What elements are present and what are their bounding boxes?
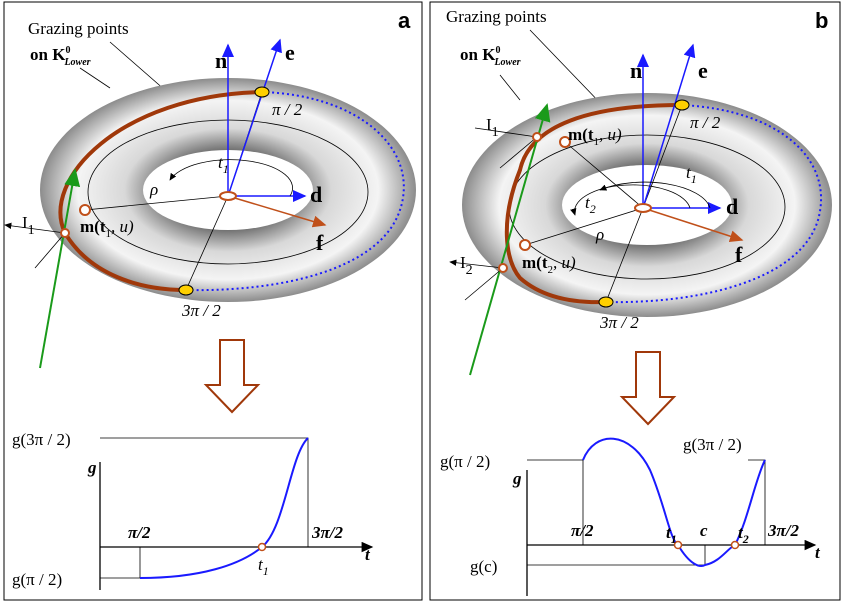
x-label: c [700,521,708,540]
vector-label: n [630,58,642,83]
grazing-point [675,100,689,110]
vector-label: f [316,230,324,255]
t-label: t1 [666,523,677,546]
root-point [259,544,266,551]
angle-label: π / 2 [690,113,721,132]
figure: a Grazing points on K0Lower n e d f ρ t1… [0,0,843,603]
vector-label: e [285,40,295,65]
m-point [520,240,530,250]
normal-arrows [5,225,65,268]
m-point [80,205,90,215]
y-label: g(3π / 2) [683,435,742,454]
down-arrow [622,352,674,424]
origin [220,192,236,200]
vector-label: f [735,242,743,267]
y-label: g(π / 2) [12,570,62,589]
vector-label: d [310,182,322,207]
rho-label: ρ [149,180,158,199]
angle-label: 3π / 2 [181,301,221,320]
intersection-point [61,229,69,237]
t-label: t1 [258,555,269,578]
guide-lines [100,438,308,578]
point-label: I1 [486,115,499,140]
vector-label: d [726,194,738,219]
leader [500,30,605,108]
vector-label: n [215,48,227,73]
x-label: 3π/2 [767,521,800,540]
x-label: π/2 [128,523,151,542]
y-axis-label: g [87,458,97,477]
panel-letter: b [815,8,828,33]
y-axis-label: g [512,469,522,488]
annotation-title: Grazing points [446,7,547,26]
x-axis-label: t [365,545,371,564]
vector-label: e [698,58,708,83]
x-label: π/2 [571,521,594,540]
y-label: g(π / 2) [440,452,490,471]
root-point [732,542,739,549]
y-label: g(c) [470,557,497,576]
g-curve [140,438,308,578]
rho-label: ρ [595,225,604,244]
point-label: I1 [22,213,35,238]
grazing-point [599,297,613,307]
x-axis-label: t [815,543,821,562]
angle-label: 3π / 2 [599,313,639,332]
y-label: g(3π / 2) [12,430,71,449]
grazing-point [179,285,193,295]
origin [635,204,651,212]
down-arrow [206,340,258,412]
point-label: I2 [460,253,473,278]
x-label: 3π/2 [311,523,344,542]
angle-label: π / 2 [272,100,303,119]
panel-letter: a [398,8,411,33]
grazing-point [255,87,269,97]
intersection-point [499,264,507,272]
annotation-title: Grazing points [28,19,129,38]
intersection-point [533,133,541,141]
